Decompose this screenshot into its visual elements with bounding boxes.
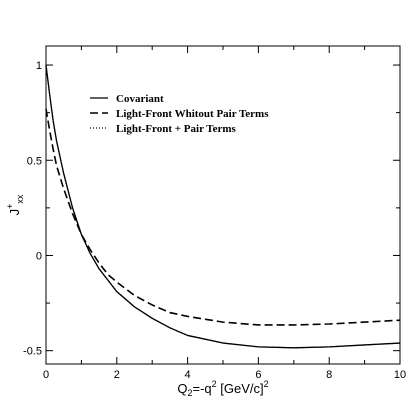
y-tick-label: -0.5 (23, 346, 42, 358)
x-tick-label: 0 (43, 369, 49, 381)
x-tick-label: 4 (185, 369, 191, 381)
x-axis-ticks: 0 2 4 6 8 10 (43, 46, 406, 381)
y-tick-label: 0 (36, 250, 42, 262)
legend-label: Light-Front Whitout Pair Terms (116, 108, 269, 120)
series-line-solid (45, 64, 401, 349)
legend-label: Covariant (116, 93, 164, 105)
y-tick-label: 0.5 (27, 155, 42, 167)
plot-frame (45, 45, 401, 365)
x-tick-label: 6 (255, 369, 261, 381)
series-layer (45, 64, 401, 349)
legend-label: Light-Front + Pair Terms (116, 123, 237, 135)
x-axis-title: Q2=-q2 [GeV/c]2 (177, 379, 268, 398)
series-line-dashed (45, 108, 401, 326)
y-axis-ticks: -0.5 0 0.5 1 (23, 60, 400, 358)
legend: Covariant Light-Front Whitout Pair Terms L… (90, 93, 269, 135)
y-axis-title: J+xx (5, 194, 25, 215)
x-tick-label: 10 (394, 369, 406, 381)
y-tick-label: 1 (36, 60, 42, 72)
x-tick-label: 2 (114, 369, 120, 381)
x-tick-label: 8 (326, 369, 332, 381)
